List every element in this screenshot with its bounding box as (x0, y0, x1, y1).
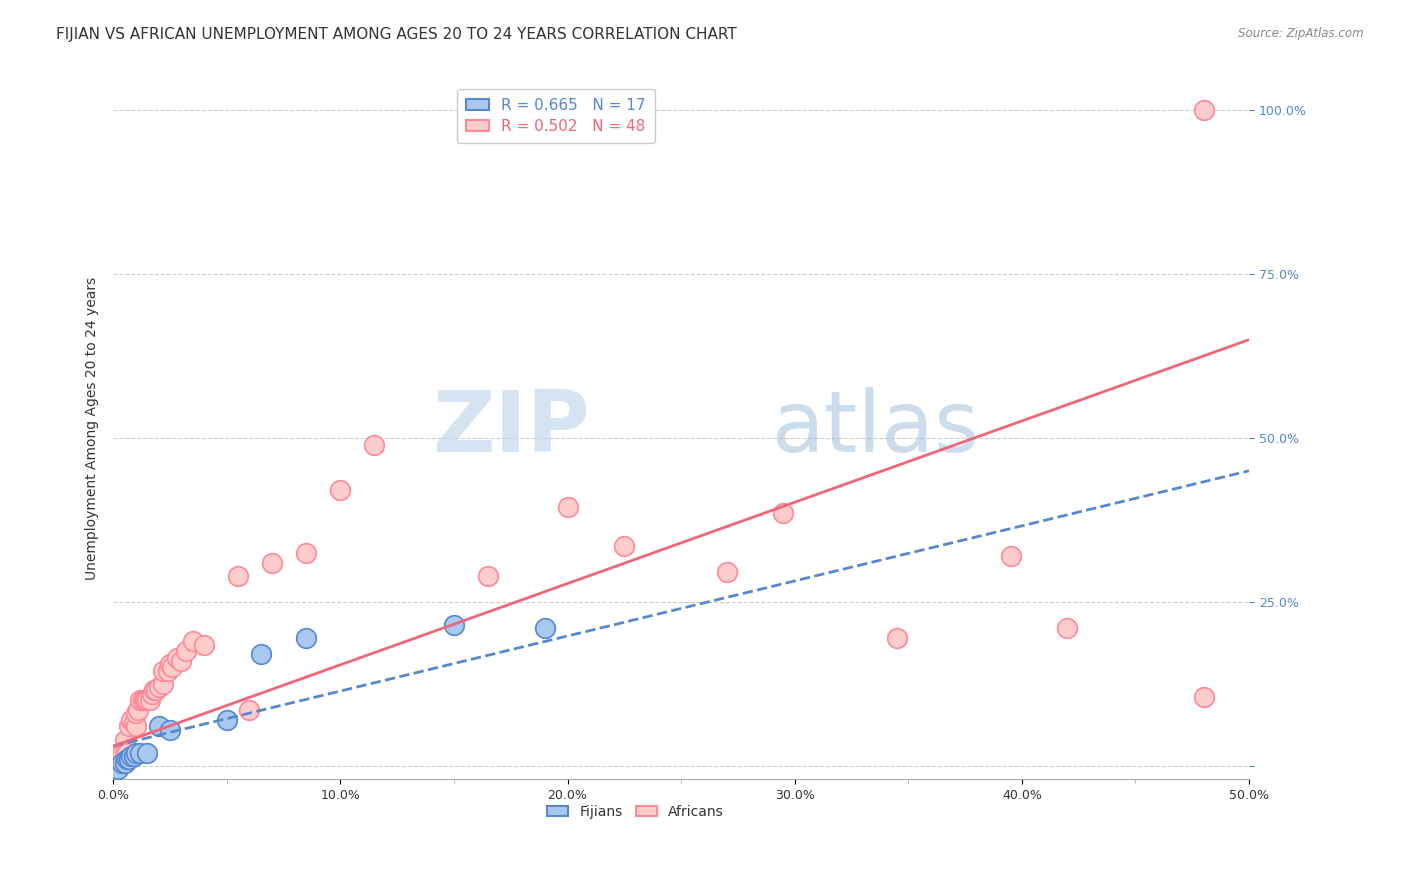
Point (120, 748, 142, 763)
Point (114, 756, 136, 770)
Point (1000, 549, 1022, 563)
Point (138, 693, 160, 707)
Point (159, 723, 181, 737)
Point (166, 650, 188, 665)
Point (125, 706, 148, 721)
Point (148, 680, 170, 694)
Point (125, 746, 148, 760)
Point (115, 746, 138, 760)
Point (125, 719, 148, 733)
Point (295, 546, 318, 560)
Text: Source: ZipAtlas.com: Source: ZipAtlas.com (1239, 27, 1364, 40)
Point (118, 752, 141, 766)
Point (152, 664, 174, 678)
Point (129, 693, 152, 707)
Point (1056, 621, 1078, 635)
Point (141, 687, 163, 701)
Point (114, 746, 136, 760)
Text: ZIP: ZIP (433, 386, 591, 470)
Point (329, 483, 352, 498)
Point (363, 437, 385, 451)
Point (111, 756, 134, 770)
Point (108, 746, 131, 760)
Point (129, 746, 152, 760)
Point (716, 566, 738, 580)
Point (152, 677, 174, 691)
Point (1192, 690, 1215, 704)
Point (170, 654, 193, 668)
Point (215, 713, 238, 727)
Point (226, 568, 249, 582)
Point (557, 500, 579, 514)
Point (174, 644, 197, 658)
Point (136, 693, 159, 707)
Point (443, 618, 465, 632)
Point (181, 634, 204, 648)
Point (145, 683, 167, 698)
Point (114, 732, 136, 747)
Text: atlas: atlas (772, 386, 980, 470)
Point (159, 657, 181, 672)
Point (148, 719, 170, 733)
Point (118, 719, 141, 733)
Point (162, 660, 184, 674)
Point (122, 748, 145, 763)
Point (136, 746, 159, 760)
Point (156, 664, 179, 678)
Point (127, 703, 149, 717)
Point (193, 638, 215, 652)
Point (295, 631, 318, 645)
Point (104, 752, 127, 766)
Text: FIJIAN VS AFRICAN UNEMPLOYMENT AMONG AGES 20 TO 24 YEARS CORRELATION CHART: FIJIAN VS AFRICAN UNEMPLOYMENT AMONG AGE… (56, 27, 737, 42)
Point (107, 748, 129, 763)
Point (886, 631, 908, 645)
Point (115, 752, 138, 766)
Point (1192, 103, 1215, 118)
Point (122, 716, 145, 731)
Point (613, 539, 636, 553)
Point (134, 693, 156, 707)
Point (262, 556, 284, 570)
Point (772, 507, 794, 521)
Point (120, 713, 142, 727)
Point (111, 746, 134, 760)
Point (533, 621, 555, 635)
Point (132, 693, 155, 707)
Y-axis label: Unemployment Among Ages 20 to 24 years: Unemployment Among Ages 20 to 24 years (86, 277, 100, 580)
Point (238, 703, 260, 717)
Point (143, 683, 166, 698)
Legend: Fijians, Africans: Fijians, Africans (541, 799, 730, 824)
Point (477, 568, 499, 582)
Point (107, 762, 129, 776)
Point (250, 648, 273, 662)
